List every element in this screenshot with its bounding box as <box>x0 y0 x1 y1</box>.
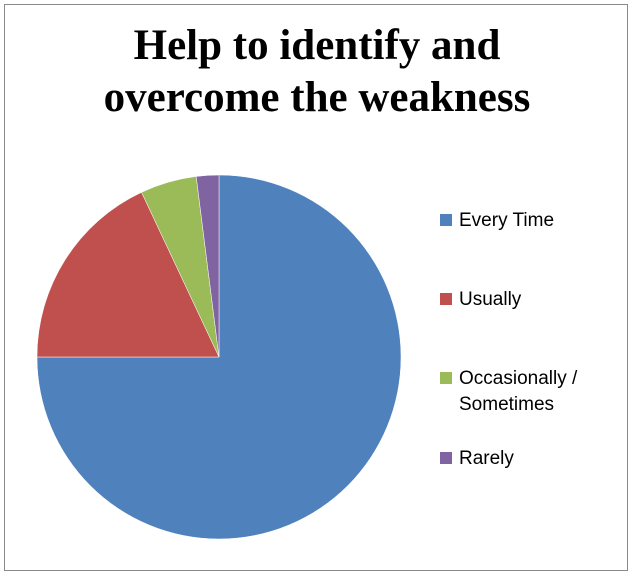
pie-slice-rarely <box>195 174 220 358</box>
pie-slice-every-time <box>36 174 402 540</box>
legend-label-every-time: Every Time <box>459 210 555 231</box>
pie-slices <box>36 174 402 540</box>
chart-title: Help to identify and overcome the weakne… <box>0 20 634 124</box>
legend-label-rarely: Rarely <box>459 448 514 469</box>
legend-item-rarely: Rarely <box>440 446 514 472</box>
legend-swatch-every-time <box>440 214 452 226</box>
legend-swatch-rarely <box>440 452 452 464</box>
legend-item-occasionally-sometimes: Occasionally / Sometimes <box>440 366 577 418</box>
legend-label-occasionally-sometimes: Occasionally / Sometimes <box>459 368 578 415</box>
legend-label-usually: Usually <box>459 289 522 310</box>
legend-item-usually: Usually <box>440 287 521 313</box>
legend-swatch-occasionally-sometimes <box>440 372 452 384</box>
legend-item-every-time: Every Time <box>440 208 554 234</box>
pie-slice-usually <box>36 191 220 358</box>
legend-swatch-usually <box>440 293 452 305</box>
chart-title-line-1: Help to identify and <box>133 22 501 69</box>
chart-title-line-2: overcome the weakness <box>103 74 531 121</box>
